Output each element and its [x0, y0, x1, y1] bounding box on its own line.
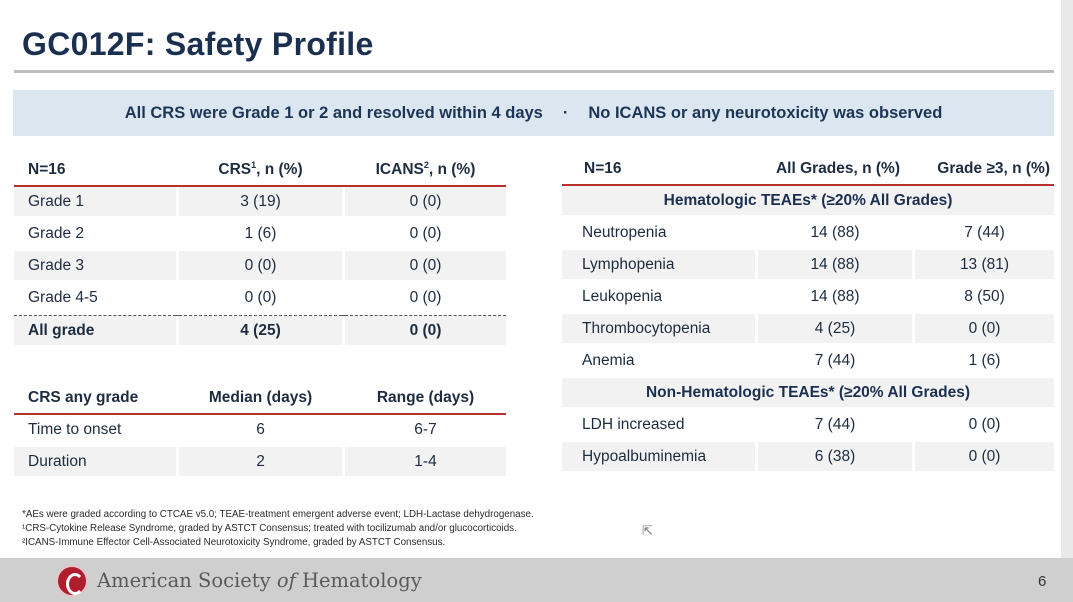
- teae-all: 4 (25): [758, 314, 912, 346]
- table-row: Lymphopenia 14 (88) 13 (81): [562, 250, 1054, 282]
- grade-header-icans: ICANS2, n (%): [345, 155, 506, 187]
- teae-g3: 0 (0): [915, 314, 1054, 346]
- teae-header-grade3: Grade ≥3, n (%): [915, 154, 1054, 186]
- crs-header-range: Range (days): [345, 383, 506, 415]
- table-row: Duration 2 1-4: [14, 447, 506, 479]
- crs-range: 6-7: [345, 415, 506, 447]
- table-row: Hypoalbuminemia 6 (38) 0 (0): [562, 442, 1054, 474]
- footnote: *AEs were graded according to CTCAE v5.0…: [22, 509, 534, 520]
- grade-label: All grade: [14, 315, 176, 348]
- organization-name: American Society of Hematology: [97, 569, 422, 592]
- section-title: Non-Hematologic TEAEs* (≥20% All Grades): [562, 378, 1054, 410]
- teae-g3: 0 (0): [915, 410, 1054, 442]
- grade-label: Grade 1: [14, 187, 176, 219]
- crs-timing-header: CRS any grade Median (days) Range (days): [14, 383, 506, 415]
- table-row: Grade 1 3 (19) 0 (0): [14, 187, 506, 219]
- teae-all: 7 (44): [758, 346, 912, 378]
- grade-table: N=16 CRS1, n (%) ICANS2, n (%) Grade 1 3…: [14, 155, 506, 348]
- crs-value: 0 (0): [179, 251, 342, 283]
- crs-timing-table: CRS any grade Median (days) Range (days)…: [14, 383, 506, 479]
- table-row: Grade 2 1 (6) 0 (0): [14, 219, 506, 251]
- grade-header-crs: CRS1, n (%): [179, 155, 342, 187]
- section-hematologic: Hematologic TEAEs* (≥20% All Grades): [562, 186, 1054, 218]
- teae-all: 14 (88): [758, 250, 912, 282]
- page-number: 6: [1038, 573, 1047, 590]
- teae-label: LDH increased: [562, 410, 755, 442]
- section-nonhematologic: Non-Hematologic TEAEs* (≥20% All Grades): [562, 378, 1054, 410]
- title-divider: [14, 70, 1054, 73]
- table-row: Thrombocytopenia 4 (25) 0 (0): [562, 314, 1054, 346]
- banner-separator: ·: [562, 103, 569, 122]
- crs-header-median: Median (days): [179, 383, 342, 415]
- table-row: Anemia 7 (44) 1 (6): [562, 346, 1054, 378]
- teae-all: 14 (88): [758, 218, 912, 250]
- teae-g3: 13 (81): [915, 250, 1054, 282]
- mouse-cursor-icon: ⇱: [642, 523, 653, 538]
- grade-label: Grade 2: [14, 219, 176, 251]
- teae-label: Neutropenia: [562, 218, 755, 250]
- table-row: Grade 3 0 (0) 0 (0): [14, 251, 506, 283]
- teae-g3: 0 (0): [915, 442, 1054, 474]
- footnote: ¹CRS-Cytokine Release Syndrome, graded b…: [22, 523, 517, 534]
- crs-value: 3 (19): [179, 187, 342, 219]
- summary-banner: All CRS were Grade 1 or 2 and resolved w…: [13, 90, 1054, 136]
- crs-value: 1 (6): [179, 219, 342, 251]
- teae-table: N=16 All Grades, n (%) Grade ≥3, n (%) H…: [562, 154, 1054, 474]
- icans-value: 0 (0): [345, 315, 506, 348]
- teae-label: Anemia: [562, 346, 755, 378]
- grade-header-n: N=16: [14, 155, 176, 187]
- crs-row-label: Duration: [14, 447, 176, 479]
- teae-label: Leukopenia: [562, 282, 755, 314]
- table-row: Grade 4-5 0 (0) 0 (0): [14, 283, 506, 315]
- icans-value: 0 (0): [345, 219, 506, 251]
- grade-table-header: N=16 CRS1, n (%) ICANS2, n (%): [14, 155, 506, 187]
- grade-label: Grade 4-5: [14, 283, 176, 315]
- teae-all: 6 (38): [758, 442, 912, 474]
- teae-all: 7 (44): [758, 410, 912, 442]
- slide-title: GC012F: Safety Profile: [22, 26, 374, 62]
- grade-label: Grade 3: [14, 251, 176, 283]
- teae-g3: 1 (6): [915, 346, 1054, 378]
- banner-right-text: No ICANS or any neurotoxicity was observ…: [588, 103, 943, 122]
- footnote: ²ICANS-Immune Effector Cell-Associated N…: [22, 537, 446, 548]
- section-title: Hematologic TEAEs* (≥20% All Grades): [562, 186, 1054, 218]
- teae-label: Lymphopenia: [562, 250, 755, 282]
- icans-value: 0 (0): [345, 251, 506, 283]
- table-row: Time to onset 6 6-7: [14, 415, 506, 447]
- teae-table-header: N=16 All Grades, n (%) Grade ≥3, n (%): [562, 154, 1054, 186]
- ash-logo-icon: [56, 565, 88, 597]
- icans-value: 0 (0): [345, 283, 506, 315]
- teae-label: Thrombocytopenia: [562, 314, 755, 346]
- table-row: Leukopenia 14 (88) 8 (50): [562, 282, 1054, 314]
- crs-median: 2: [179, 447, 342, 479]
- table-row: Neutropenia 14 (88) 7 (44): [562, 218, 1054, 250]
- teae-header-all-grades: All Grades, n (%): [758, 154, 912, 186]
- teae-header-n: N=16: [562, 154, 755, 186]
- footer-bar: [0, 558, 1073, 602]
- crs-value: 4 (25): [179, 315, 342, 348]
- crs-row-label: Time to onset: [14, 415, 176, 447]
- footnotes: *AEs were graded according to CTCAE v5.0…: [22, 508, 534, 550]
- teae-all: 14 (88): [758, 282, 912, 314]
- teae-label: Hypoalbuminemia: [562, 442, 755, 474]
- teae-g3: 8 (50): [915, 282, 1054, 314]
- crs-value: 0 (0): [179, 283, 342, 315]
- slide-edge: [1061, 0, 1073, 602]
- table-row: LDH increased 7 (44) 0 (0): [562, 410, 1054, 442]
- banner-left-text: All CRS were Grade 1 or 2 and resolved w…: [124, 103, 543, 122]
- crs-header-label: CRS any grade: [14, 383, 176, 415]
- crs-range: 1-4: [345, 447, 506, 479]
- teae-g3: 7 (44): [915, 218, 1054, 250]
- crs-median: 6: [179, 415, 342, 447]
- icans-value: 0 (0): [345, 187, 506, 219]
- table-row-total: All grade 4 (25) 0 (0): [14, 315, 506, 348]
